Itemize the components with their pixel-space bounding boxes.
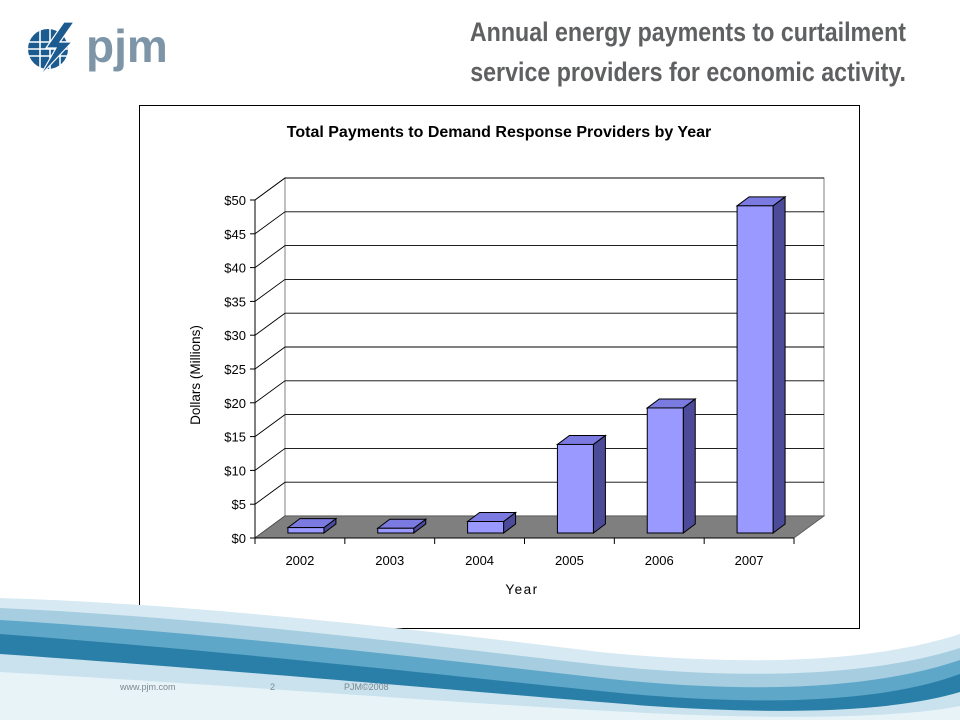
x-tick-label: 2003 — [375, 553, 404, 568]
footer-copyright: PJM©2008 — [344, 682, 389, 692]
gridlines — [254, 177, 824, 539]
chart-title: Total Payments to Demand Response Provid… — [287, 124, 711, 141]
slide-title-line-1: Annual energy payments to curtailment — [469, 17, 906, 47]
gridline — [254, 245, 824, 268]
bars — [286, 195, 787, 534]
bar — [645, 397, 697, 534]
bar-front-face — [646, 407, 684, 534]
bar — [376, 518, 428, 534]
y-tick-label: $5 — [232, 497, 246, 512]
x-tick-label: 2004 — [465, 553, 494, 568]
x-tick-label: 2005 — [555, 553, 584, 568]
gridline — [254, 211, 824, 235]
y-axis-label: Dollars (Millions) — [188, 325, 203, 425]
gridline — [254, 447, 824, 471]
bar — [286, 517, 338, 534]
footer-url: www.pjm.com — [120, 682, 176, 692]
lightning-globe-icon — [28, 21, 76, 77]
bar-side-face — [772, 195, 786, 534]
gridline — [254, 177, 824, 201]
x-axis-ticks: 2002 2003 2004 2005 2006 2007 — [254, 538, 795, 568]
y-tick-label: $40 — [224, 261, 246, 276]
bar-front-face — [736, 205, 774, 534]
bar — [466, 511, 518, 534]
footer-page-number: 2 — [270, 682, 276, 692]
y-axis-ticks: $0 $5 $10 $15 $20 $25 $30 $35 $40 $45 $50 — [224, 193, 255, 546]
bar-front-face — [467, 521, 505, 534]
y-tick-label: $35 — [224, 294, 246, 309]
gridline — [254, 278, 824, 302]
x-tick-label: 2002 — [285, 553, 314, 568]
x-tick-label: 2007 — [735, 553, 764, 568]
y-tick-label: $10 — [224, 463, 246, 478]
y-tick-label: $50 — [224, 193, 246, 208]
gridline — [254, 380, 824, 404]
bar-side-face — [682, 397, 696, 534]
bar-front-face — [377, 527, 415, 534]
bar-chart: Total Payments to Demand Response Provid… — [188, 124, 826, 597]
y-tick-label: $30 — [224, 328, 246, 343]
bar-front-face — [556, 443, 594, 534]
y-tick-label: $20 — [224, 396, 246, 411]
gridline — [254, 312, 824, 336]
slide-title-line-2: service providers for economic activity. — [470, 57, 906, 87]
decorative-waves — [0, 598, 960, 720]
bar-side-face — [592, 434, 606, 534]
y-tick-label: $15 — [224, 430, 246, 445]
bar — [735, 195, 787, 534]
gridline — [254, 414, 824, 437]
bar-front-face — [287, 527, 325, 534]
y-tick-label: $25 — [224, 362, 246, 377]
bar — [555, 434, 607, 534]
x-axis-label: Year — [505, 582, 538, 597]
y-tick-label: $45 — [224, 227, 246, 242]
slide-title: Annual energy payments to curtailment se… — [390, 12, 906, 92]
x-tick-label: 2006 — [645, 553, 674, 568]
logo-text: pjm — [86, 20, 168, 72]
gridline — [254, 481, 824, 505]
y-tick-label: $0 — [232, 531, 246, 546]
pjm-logo: pjm — [28, 20, 168, 77]
gridline — [254, 346, 824, 370]
